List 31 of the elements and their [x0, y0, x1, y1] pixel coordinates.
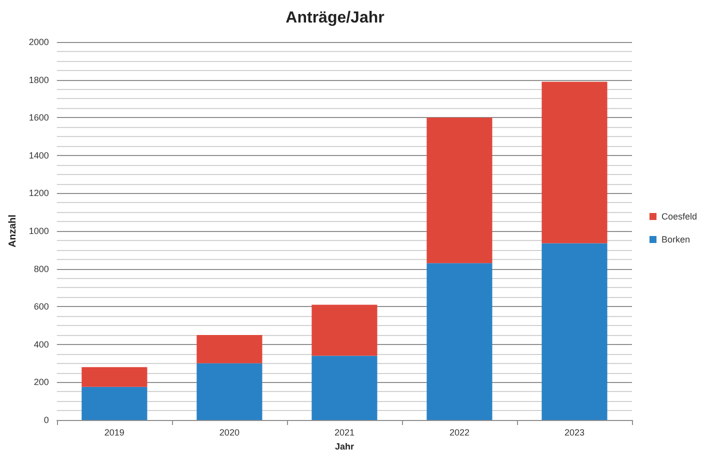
x-tick-label: 2019: [104, 428, 124, 438]
bar: [542, 82, 608, 244]
chart-title: Anträge/Jahr: [286, 10, 384, 26]
x-axis-title: Jahr: [334, 442, 354, 452]
bar: [312, 356, 378, 420]
y-tick-label: 1000: [28, 226, 49, 236]
y-tick-label: 2000: [28, 37, 49, 47]
x-tick-label: 2023: [564, 428, 585, 438]
x-tick-label: 2021: [334, 428, 354, 438]
bar: [196, 334, 262, 364]
x-tick-label: 2020: [219, 428, 240, 438]
y-axis-title: Anzahl: [8, 214, 18, 248]
bar: [82, 386, 148, 420]
legend-label: Borken: [661, 234, 690, 244]
y-tick-label: 1400: [28, 150, 49, 160]
bar: [426, 118, 492, 264]
bar: [312, 304, 378, 356]
y-tick-label: 1600: [28, 112, 49, 123]
y-tick-label: 400: [34, 339, 49, 350]
y-tick-label: 0: [44, 415, 49, 425]
y-tick-label: 200: [34, 377, 49, 388]
x-tick-label: 2022: [449, 428, 470, 438]
y-tick-label: 1200: [28, 188, 49, 198]
bar: [542, 243, 608, 420]
bar: [196, 363, 262, 420]
bar: [82, 367, 148, 387]
y-tick-label: 800: [34, 264, 49, 274]
y-tick-label: 1800: [28, 74, 49, 85]
legend-label: Coesfeld: [661, 212, 698, 222]
bar: [426, 263, 492, 420]
y-tick-label: 600: [34, 302, 49, 312]
